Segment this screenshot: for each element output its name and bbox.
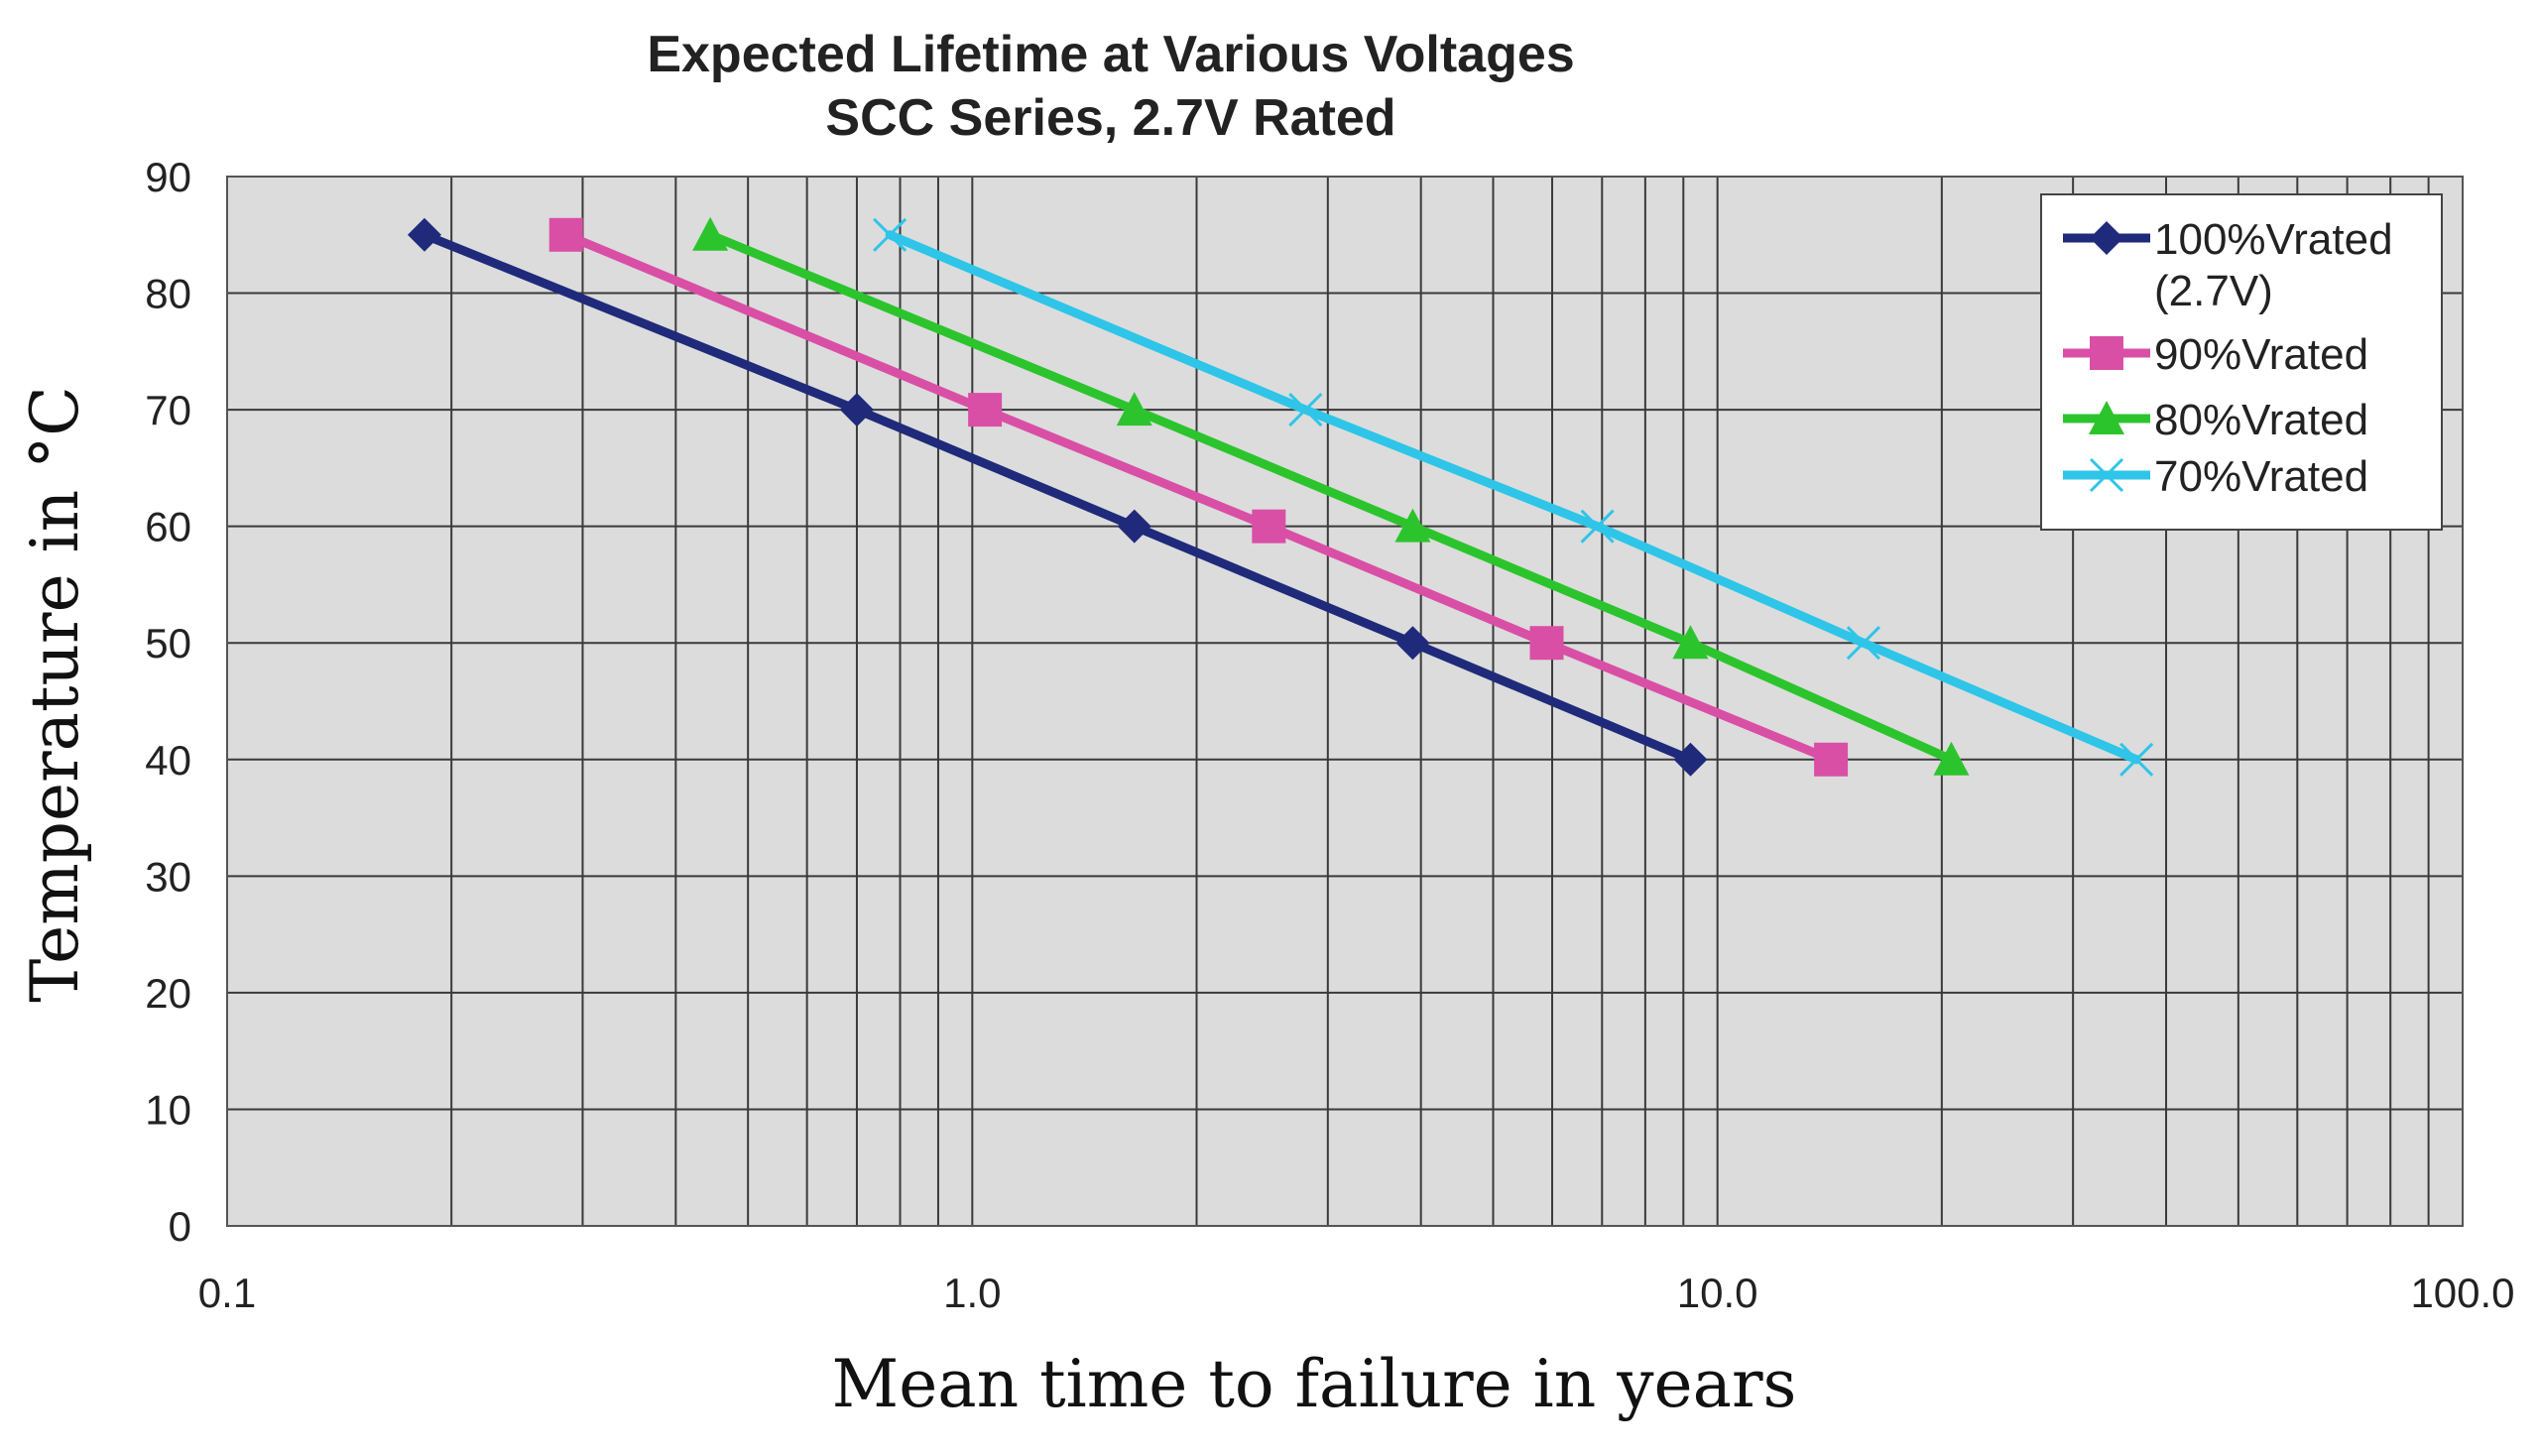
y-tick-label: 50 bbox=[145, 620, 191, 667]
series-2 bbox=[548, 217, 1849, 777]
legend-marker bbox=[2089, 401, 2124, 434]
series-3 bbox=[692, 216, 1970, 776]
legend-label: 100%Vrated bbox=[2154, 215, 2393, 264]
y-tick-label: 80 bbox=[145, 271, 191, 317]
legend-marker bbox=[2090, 221, 2123, 255]
data-point bbox=[1117, 509, 1151, 544]
y-tick-label: 70 bbox=[145, 387, 191, 433]
x-tick-label: 1.0 bbox=[943, 1270, 1001, 1316]
legend-label: 90%Vrated bbox=[2154, 330, 2368, 379]
data-point bbox=[1288, 393, 1323, 427]
x-tick-labels: 0.1 1.0 10.0 100.0 bbox=[198, 1270, 2515, 1316]
data-point bbox=[1529, 626, 1564, 661]
legend-item-2: 90%Vrated bbox=[2063, 330, 2368, 379]
legend-label: (2.7V) bbox=[2154, 267, 2273, 315]
x-axis-label: Mean time to failure in years bbox=[832, 1346, 1797, 1422]
data-point bbox=[1673, 742, 1708, 777]
data-point bbox=[548, 217, 583, 252]
data-point bbox=[1395, 626, 1430, 661]
series-layer bbox=[407, 216, 2154, 777]
legend-item-4: 70%Vrated bbox=[2063, 452, 2368, 501]
data-point bbox=[2119, 742, 2154, 777]
chart-subtitle: SCC Series, 2.7V Rated bbox=[825, 89, 1395, 147]
series-1 bbox=[407, 217, 1708, 777]
x-tick-label: 10.0 bbox=[1677, 1270, 1758, 1316]
data-point bbox=[1846, 626, 1880, 661]
legend-label: 70%Vrated bbox=[2154, 452, 2368, 501]
y-tick-label: 20 bbox=[145, 970, 191, 1017]
legend-label: 80%Vrated bbox=[2154, 396, 2368, 444]
data-point bbox=[1933, 741, 1970, 776]
y-tick-labels: 0 10 20 30 40 50 60 70 80 90 bbox=[145, 154, 191, 1250]
data-point bbox=[1672, 625, 1709, 660]
y-tick-label: 40 bbox=[145, 737, 191, 784]
y-axis-label: Temperature in °C bbox=[17, 386, 93, 1002]
plot-border bbox=[226, 176, 2464, 1227]
data-point bbox=[1394, 508, 1431, 543]
legend: 100%Vrated(2.7V) 90%Vrated 80%Vrated 70%Vra… bbox=[2040, 193, 2443, 531]
chart-title: Expected Lifetime at Various Voltages bbox=[647, 26, 1574, 83]
y-tick-label: 30 bbox=[145, 853, 191, 900]
x-tick-label: 0.1 bbox=[198, 1270, 256, 1316]
data-point bbox=[1814, 742, 1849, 777]
y-tick-label: 60 bbox=[145, 504, 191, 550]
legend-item-3: 80%Vrated bbox=[2063, 396, 2368, 444]
data-point bbox=[1116, 392, 1152, 426]
data-point bbox=[873, 217, 907, 252]
legend-item-1: 100%Vrated(2.7V) bbox=[2063, 215, 2393, 315]
data-point bbox=[1580, 509, 1615, 544]
data-point bbox=[1252, 509, 1286, 544]
data-point bbox=[407, 217, 441, 252]
data-point bbox=[839, 393, 874, 427]
y-tick-label: 0 bbox=[169, 1203, 191, 1250]
legend-marker bbox=[2090, 336, 2123, 370]
y-tick-label: 10 bbox=[145, 1086, 191, 1133]
data-point bbox=[692, 216, 729, 251]
y-tick-label: 90 bbox=[145, 154, 191, 200]
series-4 bbox=[873, 217, 2154, 777]
legend-marker bbox=[2089, 457, 2124, 493]
x-tick-label: 100.0 bbox=[2410, 1270, 2514, 1316]
data-point bbox=[968, 393, 1003, 427]
